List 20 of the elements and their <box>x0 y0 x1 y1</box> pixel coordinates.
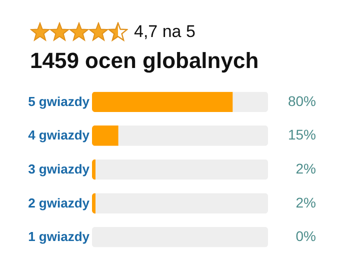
chart-title: 4,7 na 5 <box>134 22 196 42</box>
y-tick-label: 2 gwiazdy <box>28 195 90 210</box>
y-tick-label: 1 gwiazdy <box>28 229 90 244</box>
bar <box>92 159 96 180</box>
data-label: 0% <box>296 228 316 244</box>
data-label: 15% <box>288 126 316 143</box>
y-tick-label: 3 gwiazdy <box>28 162 90 176</box>
chart-subtitle: 1459 ocen globalnych <box>30 48 259 74</box>
bar <box>118 126 268 146</box>
bar <box>232 92 268 112</box>
bar <box>92 126 118 146</box>
data-label: 2% <box>296 194 316 210</box>
bar <box>96 193 268 214</box>
bar <box>92 193 96 214</box>
data-label: 2% <box>296 160 316 176</box>
y-tick-label: 5 gwiazdy <box>28 94 90 109</box>
bar <box>96 159 268 180</box>
y-tick-label: 4 gwiazdy <box>28 128 90 143</box>
data-label: 80% <box>288 92 316 109</box>
bar <box>92 92 233 112</box>
